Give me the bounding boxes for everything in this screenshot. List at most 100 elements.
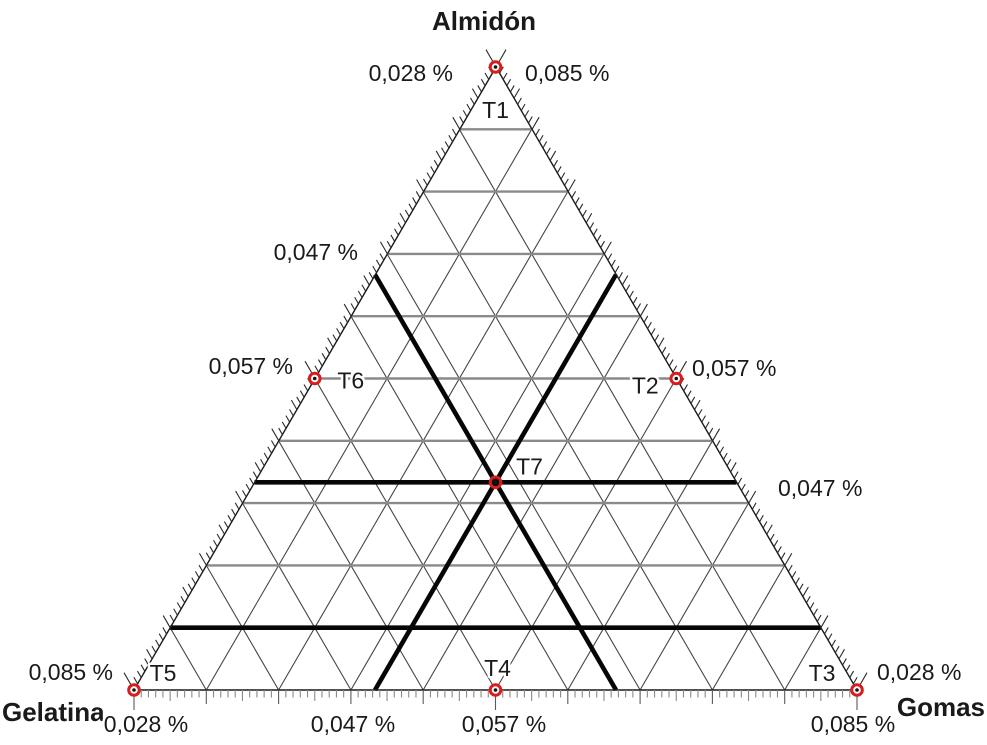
- axis-tick-right: [509, 85, 515, 93]
- point-label-T4: T4: [484, 655, 511, 681]
- axis-tick-right: [560, 172, 566, 180]
- axis-tick-left: [390, 234, 396, 242]
- axis-tick-left: [290, 399, 298, 410]
- axis-tick-right: [730, 462, 737, 473]
- axis-tick-left: [191, 577, 197, 585]
- axis-tick-left: [176, 602, 182, 610]
- axis-tick-right: [571, 191, 577, 199]
- axis-tick-right: [567, 179, 576, 192]
- axis-tick-right: [741, 483, 746, 491]
- axis-tick-left: [372, 265, 378, 273]
- right-edge-value-0057: 0,057 %: [692, 355, 776, 381]
- axis-tick-left: [231, 508, 236, 516]
- axis-tick-right: [654, 334, 660, 342]
- axis-tick-right: [777, 546, 782, 554]
- axis-tick-left: [267, 446, 273, 454]
- axis-tick-left: [470, 97, 475, 105]
- axis-tick-left: [303, 384, 309, 392]
- axis-tick-right: [694, 399, 701, 410]
- axis-tick-left: [194, 571, 200, 579]
- axis-tick-left: [416, 179, 425, 192]
- axis-tick-right: [809, 602, 815, 610]
- bottom-value-0047: 0,047 %: [311, 711, 395, 737]
- axis-tick-right: [769, 533, 775, 541]
- axis-tick-right: [578, 203, 584, 211]
- axis-tick-left: [187, 583, 193, 591]
- apex-right-value: 0,085 %: [525, 60, 609, 86]
- axis-tick-left: [213, 539, 218, 547]
- axis-tick-right: [780, 552, 786, 560]
- axis-tick-right: [636, 303, 642, 311]
- axis-tick-left: [422, 178, 428, 186]
- axis-tick-left: [444, 141, 450, 149]
- axis-tick-left: [386, 240, 392, 248]
- axis-tick-left: [278, 427, 283, 435]
- apex-left-value: 0,028 %: [369, 60, 453, 86]
- bottom-value-0085: 0,085 %: [811, 711, 895, 737]
- axis-tick-left: [484, 72, 490, 80]
- grid-line-gelatina: [241, 502, 352, 691]
- axis-tick-right: [535, 128, 540, 136]
- axis-tick-left: [270, 440, 276, 448]
- axis-tick-right: [831, 639, 836, 647]
- gomas-title: Gomas: [897, 692, 985, 722]
- axis-tick-right: [607, 253, 613, 261]
- axis-tick-right: [574, 197, 580, 205]
- left-edge-value-0047: 0,047 %: [274, 239, 358, 265]
- grid-line-gomas: [350, 253, 605, 691]
- axis-tick-left: [426, 172, 432, 180]
- axis-tick-right: [596, 234, 602, 242]
- axis-tick-right: [824, 627, 829, 635]
- grid-line-gelatina: [169, 627, 207, 691]
- axis-tick-left: [433, 159, 439, 167]
- axis-tick-left: [263, 452, 269, 460]
- point-label-T7: T7: [516, 453, 543, 479]
- axis-tick-left: [363, 275, 370, 286]
- axis-tick-left: [435, 150, 443, 161]
- axis-tick-left: [408, 203, 414, 211]
- axis-tick-left: [235, 490, 244, 504]
- gelatina-title: Gelatina: [2, 697, 105, 727]
- grid-line-gelatina: [458, 129, 786, 691]
- axis-tick-right: [614, 265, 620, 273]
- axis-tick-right: [582, 209, 587, 217]
- axis-tick-right: [556, 166, 562, 174]
- axis-tick-left: [137, 670, 142, 678]
- axis-tick-left: [462, 110, 468, 118]
- axis-tick-right: [795, 577, 800, 585]
- axis-tick-left: [361, 284, 367, 292]
- axis-tick-left: [249, 477, 254, 485]
- axis-tick-right: [751, 502, 757, 510]
- axis-tick-left: [144, 658, 149, 666]
- axis-tick-left: [354, 296, 359, 305]
- axis-tick-right: [838, 649, 845, 660]
- axis-tick-left: [459, 116, 464, 124]
- axis-tick-left: [448, 134, 454, 143]
- point-label-T5: T5: [150, 660, 177, 686]
- axis-tick-right: [592, 228, 598, 236]
- axis-tick-right: [643, 315, 649, 323]
- axis-tick-right: [726, 458, 732, 466]
- axis-tick-right: [787, 564, 793, 572]
- grid-line-gelatina: [314, 378, 496, 691]
- axis-tick-right: [639, 303, 648, 317]
- axis-tick-right: [549, 150, 557, 161]
- axis-tick-left: [321, 353, 327, 361]
- axis-tick-right: [784, 553, 793, 566]
- axis-tick-right: [773, 539, 779, 547]
- point-center-dot-T7: [493, 480, 498, 485]
- axis-tick-left: [260, 458, 265, 466]
- axis-tick-left: [339, 321, 345, 329]
- point-center-dot-T2: [674, 376, 679, 381]
- axis-tick-left: [332, 334, 338, 342]
- axis-tick-left: [151, 645, 157, 653]
- axis-tick-left: [162, 615, 171, 628]
- axis-tick-right: [722, 452, 728, 460]
- axis-tick-right: [802, 586, 809, 597]
- point-label-T3: T3: [809, 660, 836, 686]
- right-edge-value-0047: 0,047 %: [778, 475, 862, 501]
- axis-tick-right: [538, 134, 544, 143]
- axis-tick-right: [665, 353, 670, 361]
- axis-tick-right: [737, 477, 743, 485]
